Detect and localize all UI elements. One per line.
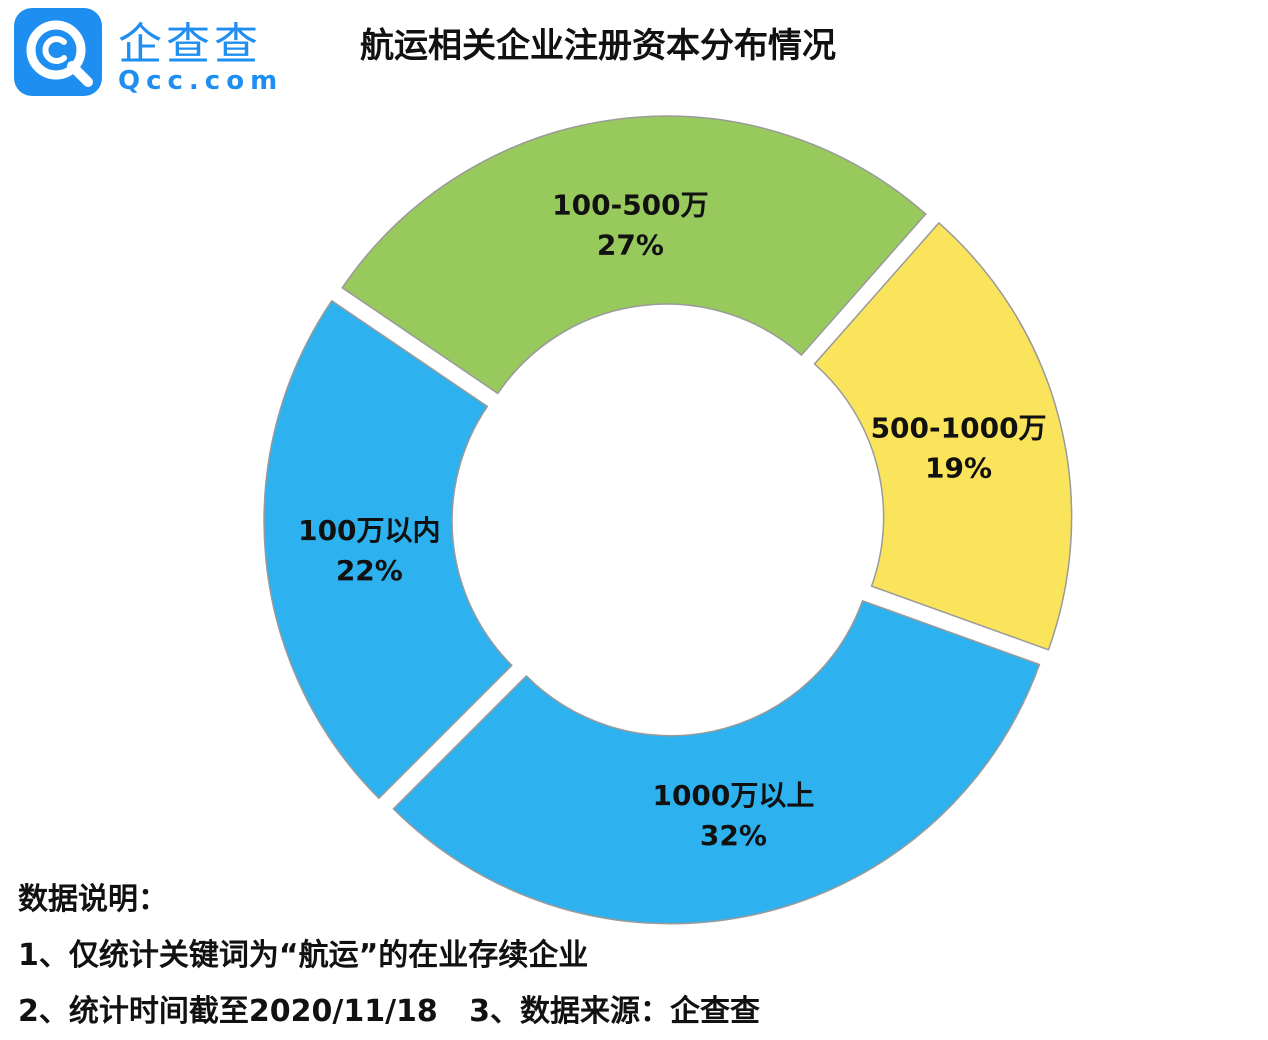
- data-notes: 数据说明： 1、仅统计关键词为“航运”的在业存续企业 2、统计时间截至2020/…: [18, 872, 760, 1040]
- notes-line-1: 1、仅统计关键词为“航运”的在业存续企业: [18, 938, 589, 973]
- notes-heading: 数据说明：: [18, 882, 168, 917]
- q-letter-icon: [26, 20, 93, 87]
- logo-name: 企查查: [118, 19, 262, 70]
- notes-line-2: 2、统计时间截至2020/11/18 3、数据来源：企查查: [18, 994, 760, 1029]
- donut-slice-0: [263, 299, 513, 800]
- slice-value-2: 19%: [925, 451, 992, 484]
- donut-slice-2: [813, 221, 1073, 651]
- slice-label-0: 100万以内: [298, 514, 440, 547]
- donut-slice-1: [341, 115, 927, 395]
- slice-value-1: 27%: [597, 228, 664, 261]
- donut-slice-3: [392, 599, 1041, 925]
- qcc-logo-badge: [14, 8, 102, 96]
- slice-label-1: 100-500万: [552, 188, 709, 221]
- slice-value-0: 22%: [336, 554, 403, 587]
- qcc-logo: 企查查 Qcc.com: [14, 8, 284, 100]
- slice-value-3: 32%: [700, 819, 767, 852]
- chart-title: 航运相关企业注册资本分布情况: [360, 26, 836, 66]
- logo-domain: Qcc.com: [118, 66, 284, 96]
- slice-label-3: 1000万以上: [652, 779, 814, 812]
- slice-label-2: 500-1000万: [871, 411, 1047, 444]
